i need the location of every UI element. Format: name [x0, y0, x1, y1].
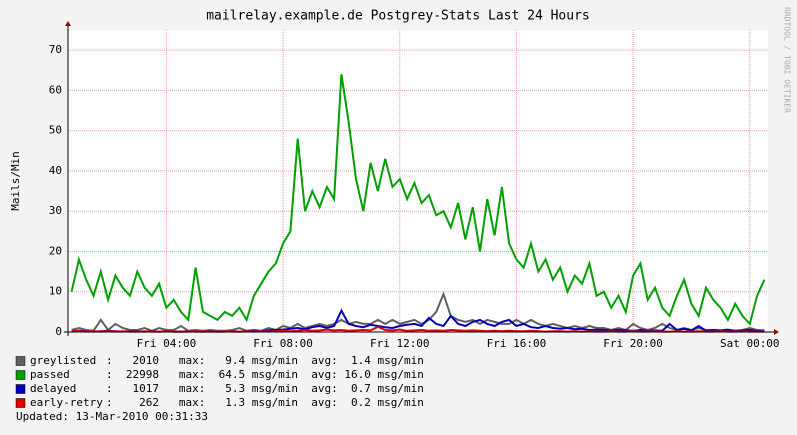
chart-title: mailrelay.example.de Postgrey-Stats Last… [206, 9, 590, 24]
y-tick-label: 20 [49, 244, 62, 257]
legend-label: delayed [30, 382, 76, 395]
x-tick-label: Fri 04:00 [137, 337, 197, 350]
y-tick-label: 40 [49, 164, 62, 177]
axis-arrow [65, 21, 71, 26]
updated-label: Updated: 13-Mar-2010 00:31:33 [16, 410, 208, 423]
series-line [71, 291, 765, 332]
y-tick-label: 30 [49, 204, 62, 217]
legend-swatch [15, 370, 26, 380]
x-tick-label: Fri 08:00 [253, 337, 313, 350]
series-line [70, 74, 766, 326]
x-tick-label: Fri 12:00 [370, 337, 430, 350]
legend-stats: : 262 max: 1.3 msg/min avg: 0.2 msg/min [106, 396, 424, 409]
y-tick-label: 0 [55, 325, 62, 338]
x-tick-label: Fri 16:00 [487, 337, 547, 350]
y-tick-label: 60 [49, 83, 62, 96]
legend-stats: : 1017 max: 5.3 msg/min avg: 0.7 msg/min [106, 382, 424, 395]
legend-stats: : 2010 max: 9.4 msg/min avg: 1.4 msg/min [106, 354, 424, 367]
side-label: RRDTOOL / TOBI OETIKER [783, 7, 792, 113]
y-tick-label: 70 [49, 43, 62, 56]
y-tick-label: 50 [49, 124, 62, 137]
plot-area [68, 30, 768, 332]
x-tick-label: Fri 20:00 [603, 337, 663, 350]
legend-label: early-retry [30, 396, 103, 409]
legend-swatch [15, 398, 26, 408]
y-axis-label: Mails/Min [9, 151, 22, 211]
legend-stats: : 22998 max: 64.5 msg/min avg: 16.0 msg/… [106, 368, 424, 381]
legend-swatch [15, 356, 26, 366]
axis-arrow [774, 329, 779, 335]
legend-label: greylisted [30, 354, 96, 367]
y-tick-label: 10 [49, 285, 62, 298]
legend-swatch [15, 384, 26, 394]
legend-label: passed [30, 368, 70, 381]
x-tick-label: Sat 00:00 [720, 337, 780, 350]
